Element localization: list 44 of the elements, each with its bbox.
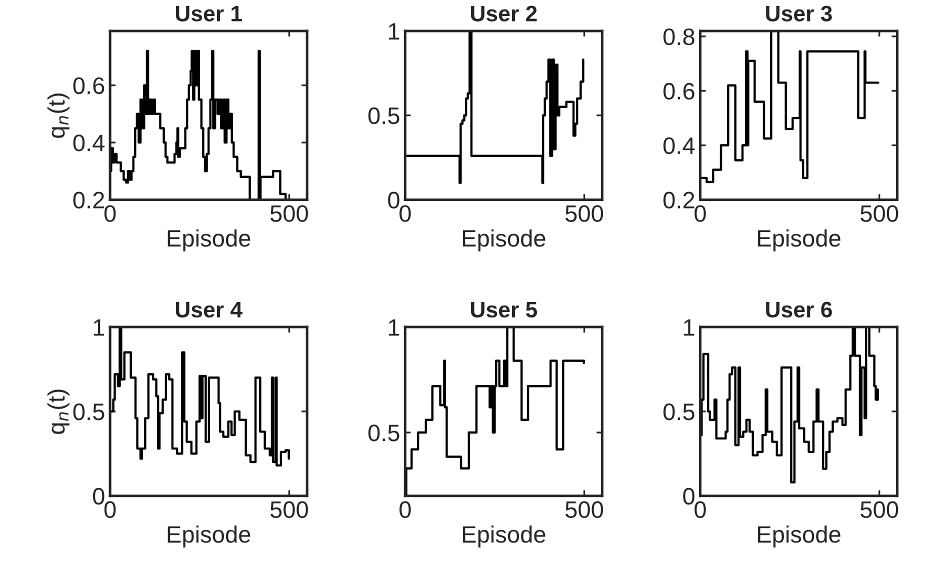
y-tick-label: 1 — [388, 319, 400, 336]
x-axis-title: Episode — [758, 229, 840, 252]
chart-title: User 2 — [471, 6, 537, 22]
x-axis-title: Episode — [758, 525, 840, 548]
x-axis-title: Episode — [168, 525, 250, 548]
y-tick-label: 1 — [94, 319, 104, 336]
y-tick-label: 0 — [683, 488, 694, 505]
y-tick-label: 0.5 — [73, 403, 104, 420]
y-tick-label: 0.5 — [368, 424, 400, 442]
y-tick-label: 0.6 — [663, 82, 694, 100]
x-axis-title: Episode — [462, 525, 546, 548]
y-tick-label: 1 — [684, 319, 694, 336]
y-tick-label: 1 — [388, 23, 400, 40]
chart-title: User 3 — [766, 6, 832, 22]
x-axis-title: Episode — [462, 229, 546, 252]
x-tick-label: 500 — [270, 205, 308, 222]
x-tick-label: 500 — [566, 205, 604, 222]
x-tick-label: 500 — [860, 501, 898, 518]
x-tick-label: 0 — [694, 205, 706, 222]
x-tick-label: 500 — [270, 501, 308, 518]
x-tick-label: 0 — [694, 501, 706, 518]
y-tick-label: 0.4 — [73, 134, 105, 152]
chart-title: User 5 — [471, 302, 538, 318]
x-tick-label: 0 — [104, 205, 116, 222]
y-tick-label: 0.5 — [663, 403, 694, 420]
x-tick-label: 0 — [400, 501, 411, 518]
y-tick-label: 0 — [93, 488, 104, 505]
y-tick-label: 0.2 — [663, 192, 694, 209]
x-tick-label: 0 — [400, 205, 411, 222]
x-tick-label: 500 — [566, 501, 604, 518]
x-tick-label: 0 — [104, 501, 116, 518]
y-tick-label: 0.2 — [73, 192, 104, 209]
y-tick-label: 0.8 — [663, 28, 694, 46]
chart-title: User 1 — [176, 6, 242, 22]
x-tick-label: 500 — [860, 205, 898, 222]
y-axis-title: q$_{n}$(t) — [47, 94, 70, 138]
y-axis-title: q$_{n}$(t) — [47, 390, 70, 434]
y-tick-label: 0.4 — [663, 137, 695, 154]
y-tick-label: 0.5 — [368, 107, 400, 124]
chart-title: User 4 — [176, 302, 242, 318]
x-axis-title: Episode — [168, 229, 250, 252]
y-tick-label: 0 — [388, 192, 400, 209]
chart-title: User 6 — [766, 302, 832, 318]
y-tick-label: 0.6 — [73, 77, 104, 94]
